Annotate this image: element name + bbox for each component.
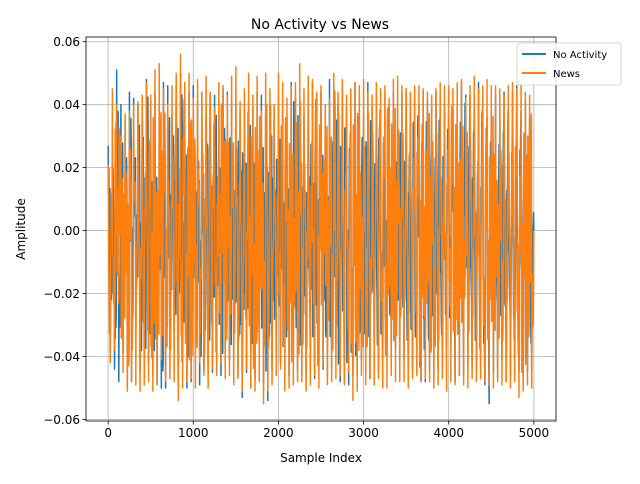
chart-title: No Activity vs News [251,17,389,33]
x-axis-label: Sample Index [280,451,362,465]
x-tick-label: 4000 [433,426,464,440]
x-tick-label: 1000 [178,426,209,440]
y-tick-label: −0.04 [43,350,80,364]
x-tick-label: 2000 [263,426,294,440]
y-tick-label: 0.04 [53,98,80,112]
y-tick-label: −0.06 [43,413,80,427]
x-tick-label: 3000 [348,426,379,440]
y-tick-label: 0.00 [53,224,80,238]
series-lines [107,53,535,405]
x-axis-ticks: 0 1000 2000 3000 4000 5000 [104,421,549,440]
x-tick-label: 5000 [519,426,550,440]
legend-label-news: News [553,69,580,80]
y-tick-label: −0.02 [43,287,80,301]
series-line-news [107,53,535,405]
y-axis-ticks: −0.06 −0.04 −0.02 0.00 0.02 0.04 0.06 [43,35,86,427]
plot-frame [85,36,557,422]
legend-label-no-activity: No Activity [553,50,607,61]
y-tick-label: 0.06 [53,35,80,49]
legend: No Activity News [516,42,622,86]
x-tick-label: 0 [104,426,112,440]
y-tick-label: 0.02 [53,161,80,175]
y-axis-label: Amplitude [14,198,28,260]
